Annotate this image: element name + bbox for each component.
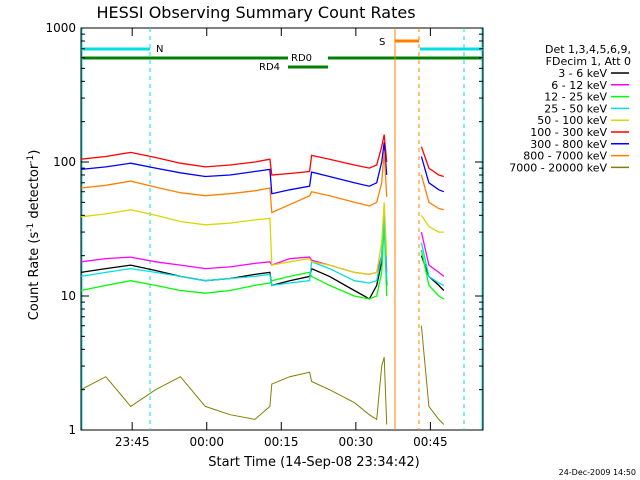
- y-tick-label: 10: [61, 289, 76, 303]
- y-axis-label: Count Rate (s-1 detector-1): [26, 150, 42, 321]
- x-tick-label: 00:15: [264, 435, 299, 449]
- series-line: [80, 215, 388, 287]
- series-line: [80, 202, 388, 276]
- axis-ticks: 1 10 100 1000 23:45 00:00 00:15 00:30 00:45: [45, 21, 483, 449]
- series-line: [420, 146, 444, 178]
- series-line: [80, 208, 388, 276]
- series-7: [80, 142, 445, 195]
- rd0-label: RD0: [291, 53, 312, 64]
- legend: Det 1,3,4,5,6,9, FDecim 1, Att 0 3 - 6 k…: [509, 43, 631, 174]
- series-3: [80, 223, 445, 300]
- series-line: [80, 142, 388, 195]
- legend-header-line-1: Det 1,3,4,5,6,9,: [545, 43, 631, 56]
- series-6: [80, 134, 444, 178]
- series-4: [80, 215, 445, 287]
- legend-entry-label: 12 - 25 keV: [544, 91, 607, 104]
- series-line: [420, 242, 445, 286]
- night-label: N: [156, 44, 163, 55]
- series-5: [80, 202, 444, 276]
- chart-title: HESSI Observing Summary Count Rates: [96, 3, 415, 22]
- legend-entry-label: 50 - 100 keV: [537, 114, 607, 127]
- series-line: [80, 134, 388, 176]
- series-line: [80, 215, 388, 300]
- rd4-label: RD4: [259, 62, 280, 73]
- legend-entry-label: 100 - 300 keV: [530, 126, 607, 139]
- series-9: [80, 325, 445, 425]
- x-tick-label: 00:45: [413, 435, 448, 449]
- legend-entry-label: 3 - 6 keV: [558, 67, 607, 80]
- series-line: [420, 325, 445, 425]
- series-line: [80, 356, 388, 425]
- saa-label: S: [379, 37, 385, 48]
- y-tick-label: 100: [53, 155, 76, 169]
- series-1: [80, 215, 445, 300]
- legend-entry-label: 25 - 50 keV: [544, 102, 607, 115]
- series-line: [420, 174, 444, 211]
- series-line: [80, 223, 388, 300]
- series-line: [80, 151, 388, 214]
- series-8: [80, 151, 444, 214]
- annotation-lines: N S RD0 RD4: [81, 28, 483, 430]
- legend-entry-label: 7000 - 20000 keV: [509, 161, 607, 174]
- x-tick-label: 00:00: [189, 435, 224, 449]
- series-line: [420, 249, 445, 300]
- legend-header-line-2: FDecim 1, Att 0: [546, 55, 631, 68]
- x-tick-label: 00:30: [339, 435, 374, 449]
- series-layer: [80, 134, 445, 425]
- x-axis-label: Start Time (14-Sep-08 23:34:42): [208, 455, 419, 470]
- x-tick-label: 23:45: [115, 435, 150, 449]
- legend-entry-label: 800 - 7000 keV: [523, 150, 607, 163]
- legend-entry-label: 6 - 12 keV: [551, 79, 607, 92]
- y-tick-label: 1: [68, 423, 76, 437]
- series-line: [420, 231, 445, 277]
- series-line: [420, 156, 445, 193]
- legend-entry-label: 300 - 800 keV: [530, 138, 607, 151]
- series-line: [420, 214, 444, 233]
- footer-date: 24-Dec-2009 14:50: [559, 468, 636, 477]
- y-tick-label: 1000: [45, 21, 76, 35]
- plot-frame: [80, 27, 484, 431]
